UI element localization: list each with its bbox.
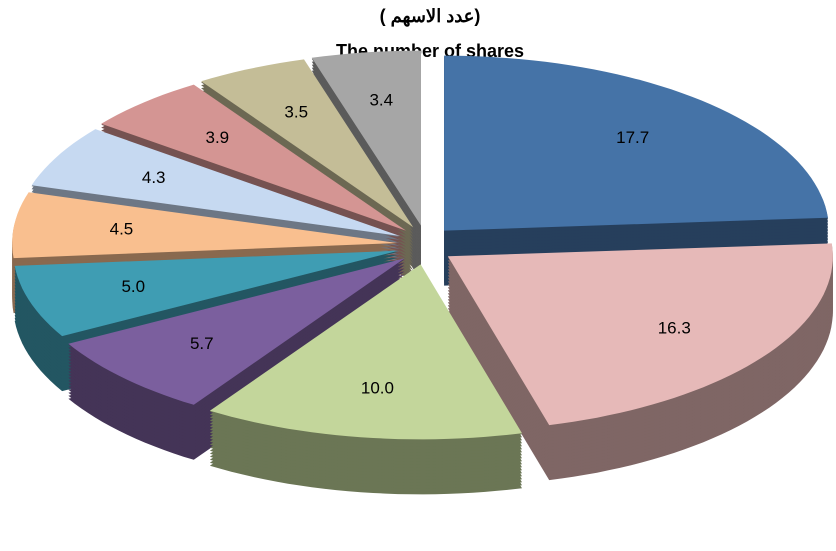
data-label: 10.0: [361, 378, 394, 397]
data-label: 17.7: [616, 128, 649, 147]
data-label: 3.4: [369, 90, 393, 109]
data-label: 16.3: [658, 319, 691, 338]
slice: [14, 250, 399, 337]
slice: [444, 55, 828, 231]
slice: [68, 258, 405, 405]
data-label: 3.5: [284, 102, 308, 121]
chart-title: (عدد الاسهم ): [380, 6, 481, 27]
data-label: 5.7: [190, 334, 214, 353]
slice: [12, 192, 398, 259]
slice: [201, 59, 414, 228]
data-label: 4.3: [142, 168, 166, 187]
slice: [311, 50, 421, 226]
slice: [209, 264, 522, 440]
data-label: 3.9: [206, 128, 230, 147]
slice: [447, 243, 833, 426]
data-label: 5.0: [121, 277, 145, 296]
slice: [101, 84, 406, 231]
data-label: 4.5: [110, 219, 134, 238]
slice: [31, 129, 401, 237]
